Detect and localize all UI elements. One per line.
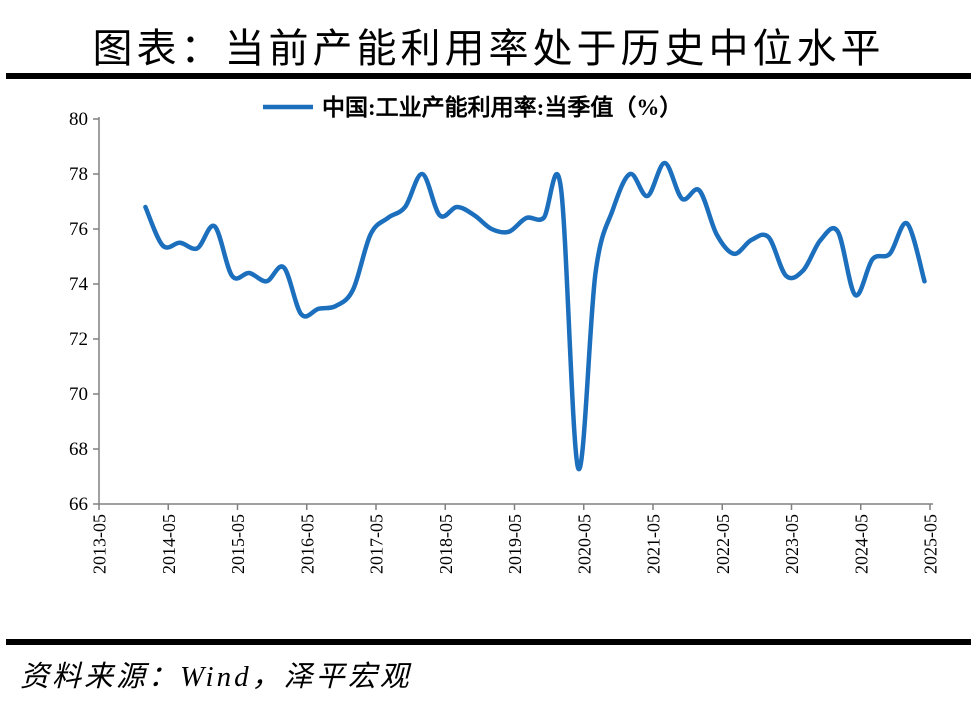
x-axis-tick-label: 2018-05: [436, 514, 456, 574]
y-axis-tick-label: 66: [69, 494, 88, 515]
x-axis-tick-label: 2022-05: [713, 514, 733, 574]
source-note: 资料来源：Wind，泽平宏观: [20, 661, 412, 693]
x-axis-tick-label: 2013-05: [90, 514, 110, 574]
x-axis-tick-label: 2014-05: [159, 514, 179, 574]
x-axis-tick-label: 2016-05: [297, 514, 317, 574]
legend-series-label: 中国:工业产能利用率:当季值（%）: [322, 94, 682, 120]
x-axis-tick-label: 2019-05: [505, 514, 525, 574]
title-divider-rule: [6, 73, 971, 79]
chart-legend: 中国:工业产能利用率:当季值（%）: [263, 94, 682, 120]
y-axis-tick-label: 68: [69, 439, 88, 460]
x-axis-tick-label: 2015-05: [228, 514, 248, 574]
x-axis-tick-label: 2023-05: [782, 514, 802, 574]
y-axis-tick-label: 78: [69, 164, 88, 185]
y-axis-tick-label: 70: [69, 384, 88, 405]
x-axis-tick-label: 2020-05: [574, 514, 594, 574]
capacity-utilization-line-chart: 中国:工业产能利用率:当季值（%） 66 68 70 72 74 76 78 80 2013-…: [69, 94, 941, 574]
chart-title: 图表：当前产能利用率处于历史中位水平: [92, 26, 885, 71]
x-axis-tick-label: 2025-05: [921, 514, 941, 574]
x-axis-tick-label: 2017-05: [367, 514, 387, 574]
footer-divider-rule: [6, 639, 971, 645]
x-axis-tick-labels: 2013-05 2014-05 2015-05 2016-05 2017-05 2018-…: [90, 514, 941, 574]
chart-axes: [93, 117, 933, 510]
x-axis-tick-label: 2021-05: [644, 514, 664, 574]
x-axis-tick-label: 2024-05: [851, 514, 871, 574]
y-axis-tick-labels: 66 68 70 72 74 76 78 80: [69, 109, 89, 515]
series-line-capacity-utilization: [143, 160, 927, 472]
y-axis-tick-label: 72: [69, 329, 88, 350]
y-axis-tick-label: 80: [69, 109, 88, 130]
y-axis-tick-label: 74: [69, 274, 89, 295]
y-axis-tick-label: 76: [69, 219, 88, 240]
